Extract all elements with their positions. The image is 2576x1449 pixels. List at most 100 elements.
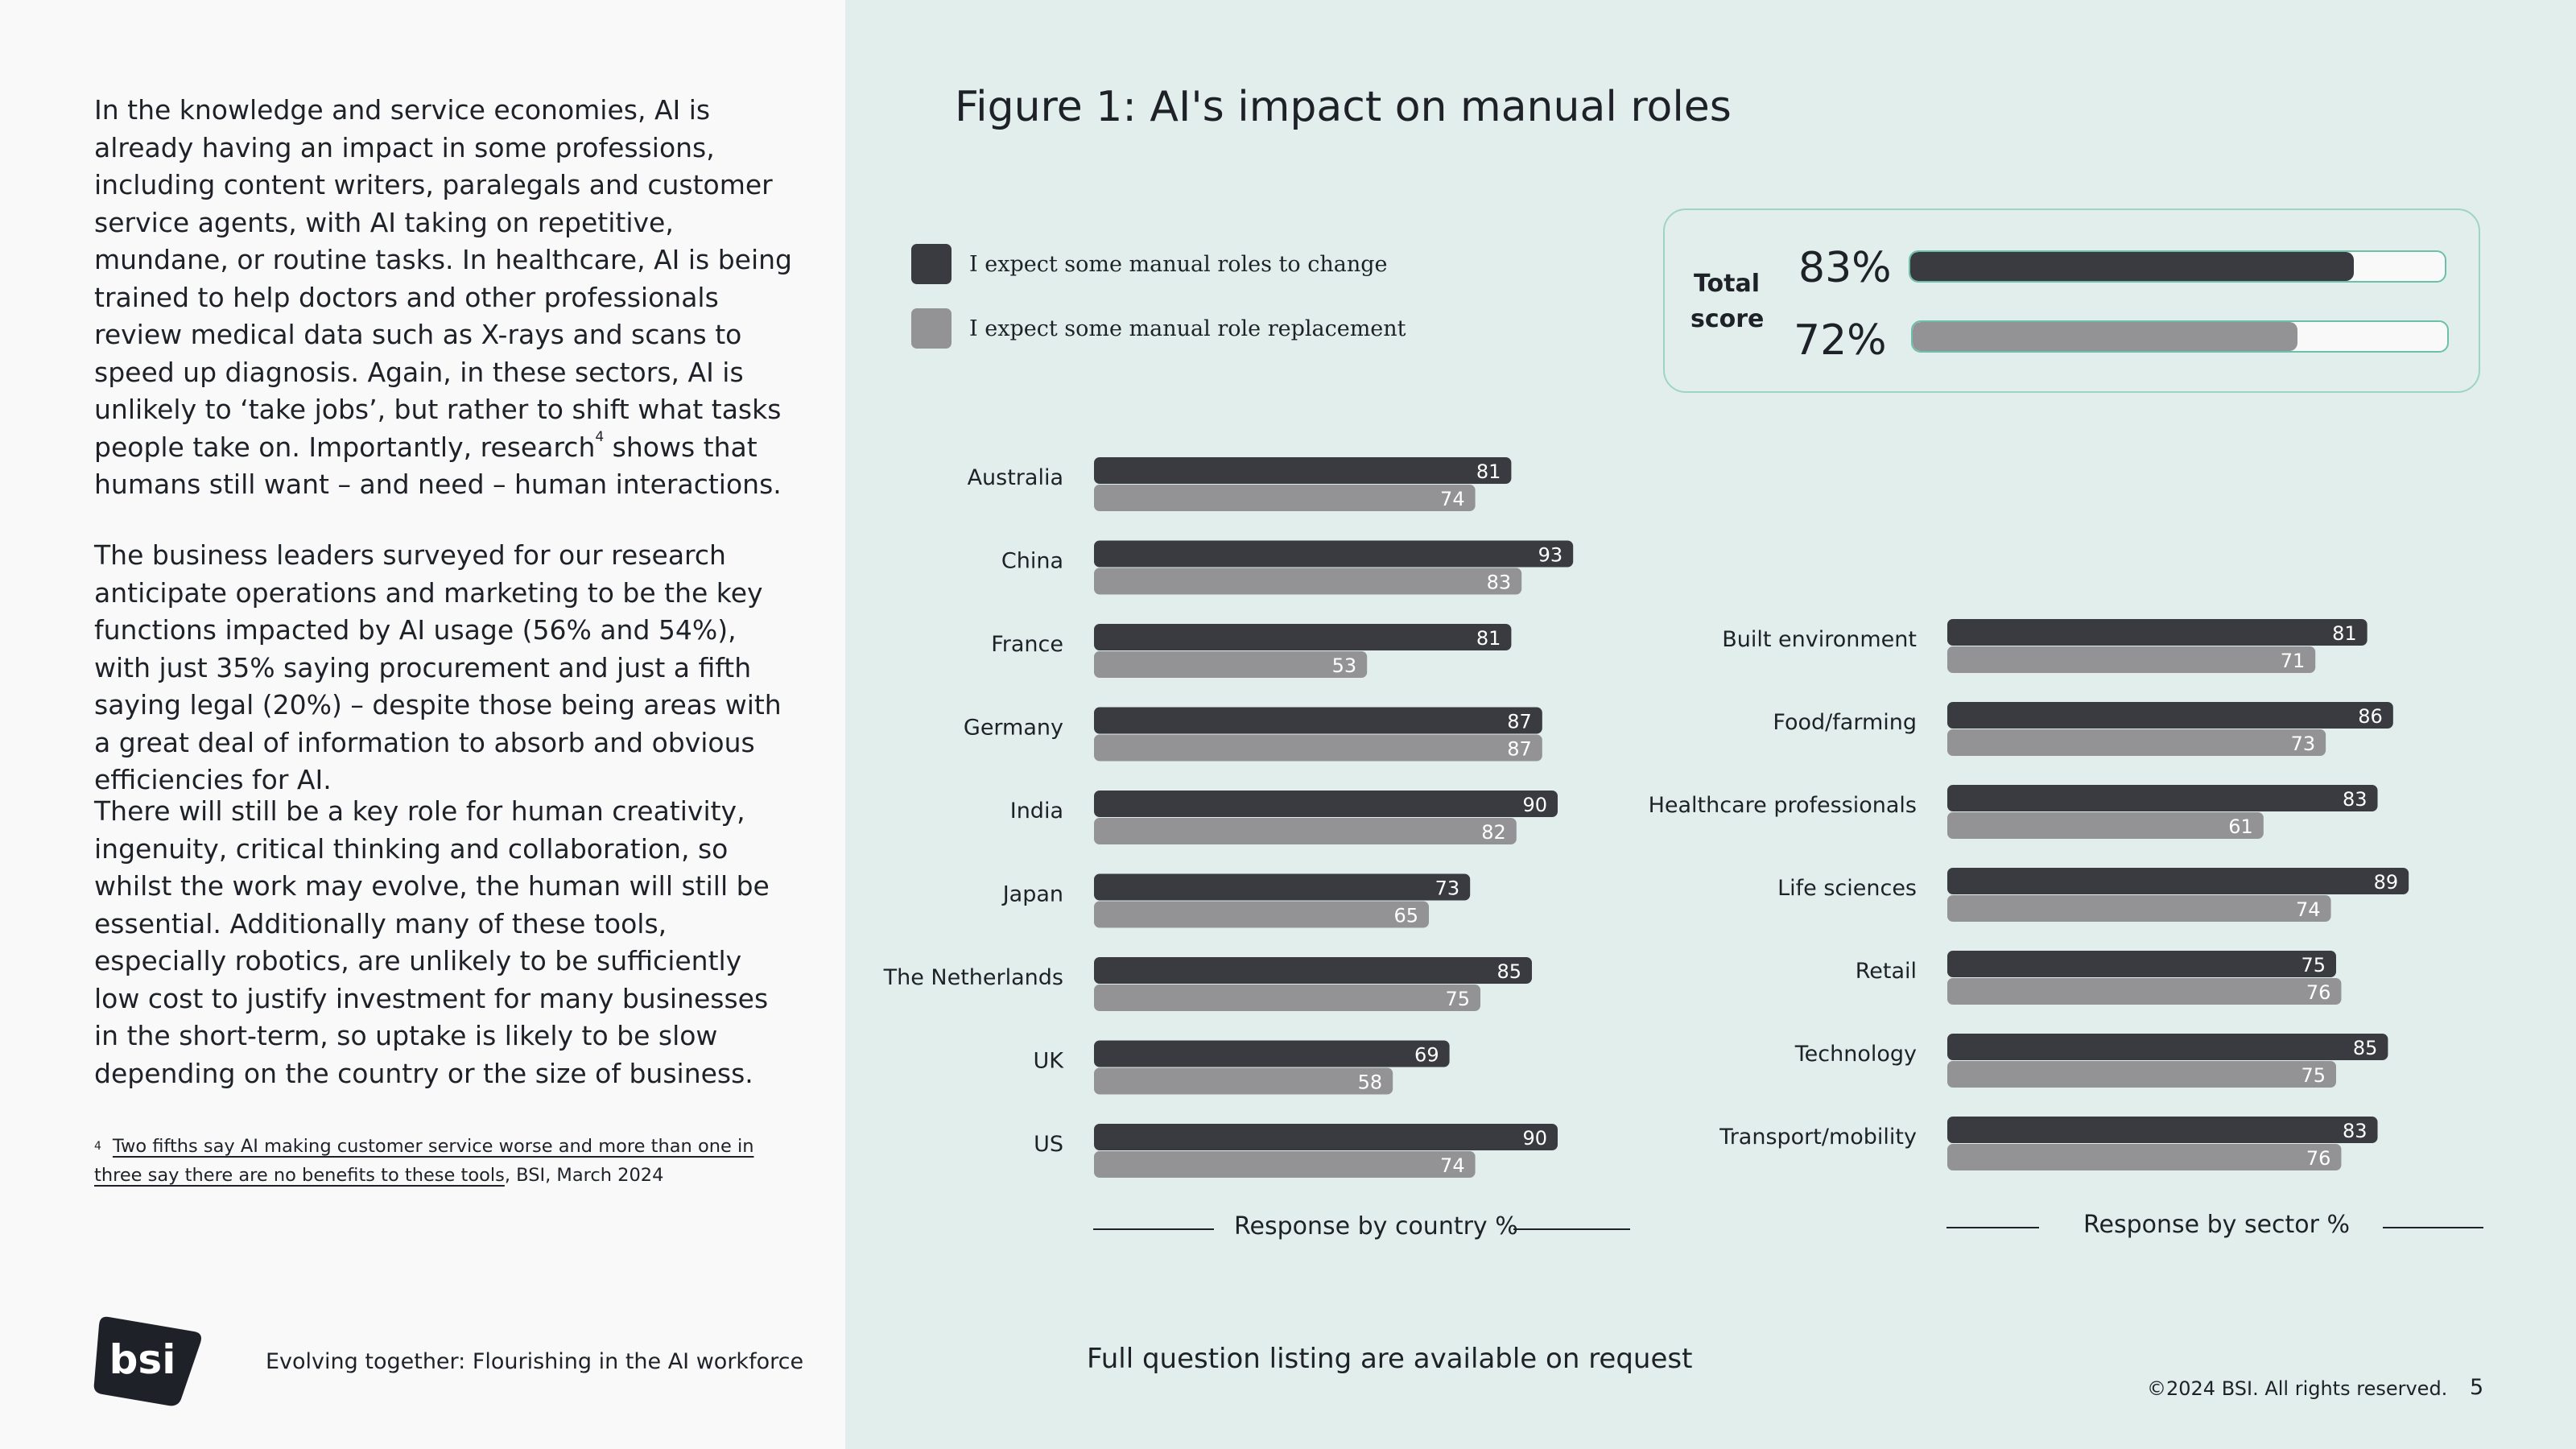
bar-change-food-farming: [1947, 702, 2393, 729]
bar-replacement-uk: [1094, 1067, 1393, 1095]
bar-replacement-china: [1094, 568, 1522, 595]
footnote-number: 4: [94, 1140, 101, 1153]
bar-replacement-healthcare-professionals: [1947, 812, 2264, 839]
value-label-replacement-retail: 76: [2306, 981, 2331, 1004]
value-label-change-us: 90: [1522, 1127, 1547, 1150]
value-label-replacement-australia: 74: [1440, 488, 1465, 510]
category-label-technology: Technology: [1794, 1042, 1917, 1067]
value-label-replacement-japan: 65: [1393, 905, 1418, 927]
figure-title: Figure 1: AI's impact on manual roles: [955, 83, 1732, 131]
bar-change-retail: [1947, 951, 2336, 977]
category-label-life-sciences: Life sciences: [1777, 876, 1917, 901]
value-label-change-food-farming: 86: [2358, 705, 2383, 728]
bsi-logo: bsi: [93, 1316, 201, 1406]
bar-replacement-technology: [1947, 1061, 2336, 1088]
bar-change-france: [1094, 624, 1512, 650]
body-paragraph-3: There will still be a key role for human…: [94, 795, 770, 1089]
country-axis-rule-right: [1513, 1228, 1630, 1230]
category-label-the-netherlands: The Netherlands: [883, 965, 1063, 990]
bar-change-the-netherlands: [1094, 957, 1532, 984]
sector-axis-title: Response by sector %: [2083, 1211, 2351, 1239]
total-change-percent: 83%: [1798, 244, 1892, 292]
total-score-label: Total score: [1690, 266, 1765, 337]
value-label-change-life-sciences: 89: [2374, 871, 2399, 894]
bar-change-transport-mobility: [1947, 1117, 2378, 1143]
total-replacement-percent: 72%: [1794, 316, 1887, 365]
total-label-line1: Total: [1694, 270, 1760, 298]
bar-replacement-transport-mobility: [1947, 1144, 2342, 1170]
bar-replacement-food-farming: [1947, 729, 2326, 756]
value-label-replacement-built-environment: 71: [2281, 650, 2306, 672]
bar-change-life-sciences: [1947, 868, 2409, 894]
sector-chart: Built environment 81 71 Food/farming 86 73 Hea…: [1649, 619, 2409, 1170]
bar-change-built-environment: [1947, 619, 2368, 646]
value-label-change-retail: 75: [2301, 954, 2326, 976]
total-score-box: Total score 83% 72%: [1663, 208, 2480, 393]
country-chart: Australia 81 74 China 93 83 France 81 53 Germany 8…: [883, 457, 1574, 1178]
category-label-japan: Japan: [1001, 882, 1063, 907]
value-label-change-china: 93: [1538, 544, 1563, 567]
value-label-replacement-transport-mobility: 76: [2306, 1147, 2331, 1170]
bar-replacement-us: [1094, 1151, 1476, 1178]
value-label-change-japan: 73: [1435, 877, 1460, 900]
bar-change-china: [1094, 540, 1574, 568]
value-label-change-transport-mobility: 83: [2343, 1120, 2368, 1142]
category-label-france: France: [991, 632, 1063, 657]
text-panel: In the knowledge and service economies, …: [0, 0, 845, 1449]
value-label-replacement-china: 83: [1487, 572, 1512, 594]
category-label-india: India: [1010, 799, 1063, 824]
category-label-healthcare-professionals: Healthcare professionals: [1649, 793, 1917, 818]
value-label-replacement-france: 53: [1332, 654, 1357, 677]
country-axis-rule-left: [1093, 1228, 1214, 1230]
copyright: ©2024 BSI. All rights reserved.: [2147, 1377, 2448, 1400]
bar-replacement-france: [1094, 651, 1368, 678]
category-label-us: US: [1034, 1132, 1063, 1157]
category-label-germany: Germany: [964, 716, 1063, 741]
page-number: 5: [2470, 1375, 2484, 1400]
footnote-source: , BSI, March 2024: [504, 1165, 664, 1186]
value-label-change-technology: 85: [2353, 1037, 2378, 1059]
value-label-replacement-food-farming: 73: [2291, 733, 2316, 755]
bar-change-healthcare-professionals: [1947, 785, 2378, 811]
bar-replacement-india: [1094, 818, 1517, 844]
value-label-change-germany: 87: [1507, 711, 1532, 733]
total-replacement-fill: [1913, 322, 2298, 351]
category-label-retail: Retail: [1856, 959, 1917, 984]
bar-change-technology: [1947, 1034, 2388, 1060]
total-change-fill: [1910, 252, 2355, 281]
legend-item-replacement: I expect some manual role replacement: [911, 308, 1406, 349]
paragraph-1-text: In the knowledge and service economies, …: [94, 94, 793, 463]
bar-replacement-germany: [1094, 734, 1542, 762]
footer-document-title: Evolving together: Flourishing in the AI…: [266, 1349, 804, 1374]
total-change-bar: [1909, 250, 2446, 283]
value-label-replacement-life-sciences: 74: [2296, 898, 2321, 921]
category-label-china: China: [1001, 549, 1063, 574]
body-paragraph-2: The business leaders surveyed for our re…: [94, 539, 782, 795]
bar-change-germany: [1094, 707, 1542, 734]
bar-replacement-the-netherlands: [1094, 985, 1480, 1011]
value-label-change-australia: 81: [1476, 460, 1501, 483]
value-label-replacement-the-netherlands: 75: [1445, 988, 1470, 1010]
logo-text: bsi: [109, 1336, 176, 1383]
value-label-change-the-netherlands: 85: [1496, 960, 1521, 983]
footnote: 4 Two fifths say AI making customer servi…: [94, 1132, 803, 1190]
category-label-built-environment: Built environment: [1722, 627, 1917, 652]
legend-label-replacement: I expect some manual role replacement: [969, 316, 1406, 341]
value-label-replacement-us: 74: [1440, 1154, 1465, 1177]
bar-change-us: [1094, 1124, 1558, 1150]
value-label-change-india: 90: [1522, 794, 1547, 816]
legend-label-change: I expect some manual roles to change: [969, 251, 1388, 277]
value-label-change-uk: 69: [1414, 1044, 1439, 1067]
body-paragraph-1: In the knowledge and service economies, …: [94, 92, 795, 504]
footnote-link[interactable]: Two fifths say AI making customer servic…: [94, 1136, 754, 1186]
value-label-change-healthcare-professionals: 83: [2343, 788, 2368, 811]
category-label-food-farming: Food/farming: [1773, 710, 1917, 735]
bar-replacement-japan: [1094, 901, 1429, 928]
total-label-line2: score: [1690, 305, 1765, 333]
bar-change-japan: [1094, 873, 1471, 901]
legend-swatch-change: [911, 244, 952, 284]
sector-axis-rule-right: [2383, 1227, 2483, 1228]
legend-swatch-replacement: [911, 308, 952, 349]
value-label-replacement-india: 82: [1481, 821, 1506, 844]
